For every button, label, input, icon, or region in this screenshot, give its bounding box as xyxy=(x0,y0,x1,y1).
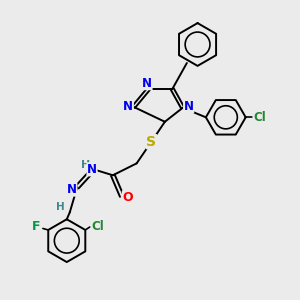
Text: Cl: Cl xyxy=(92,220,104,233)
Text: F: F xyxy=(32,220,40,233)
Text: N: N xyxy=(184,100,194,113)
Text: N: N xyxy=(67,183,77,196)
Text: H: H xyxy=(56,202,64,212)
Text: N: N xyxy=(142,76,152,90)
Text: O: O xyxy=(122,191,133,204)
Text: Cl: Cl xyxy=(253,111,266,124)
Text: N: N xyxy=(123,100,133,113)
Text: H: H xyxy=(81,160,90,170)
Text: S: S xyxy=(146,135,157,149)
Text: N: N xyxy=(87,163,97,176)
